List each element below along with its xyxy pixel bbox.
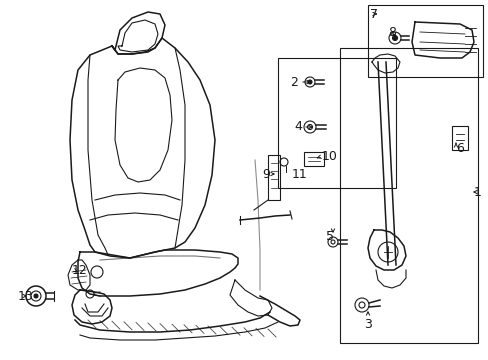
Text: 2: 2	[289, 76, 297, 89]
Bar	[367, 5, 482, 77]
Text: 6: 6	[455, 141, 463, 154]
Bar	[451, 126, 467, 150]
Circle shape	[307, 80, 311, 84]
Text: 3: 3	[364, 318, 371, 331]
Circle shape	[34, 294, 38, 298]
Text: 12: 12	[72, 264, 87, 276]
Text: 9: 9	[262, 167, 269, 180]
Text: 5: 5	[325, 230, 333, 243]
Text: 13: 13	[18, 289, 34, 302]
Bar	[278, 58, 395, 188]
Text: 10: 10	[321, 150, 337, 163]
Text: 11: 11	[291, 167, 307, 180]
Circle shape	[392, 36, 397, 40]
Text: 8: 8	[387, 26, 395, 39]
Text: 1: 1	[473, 185, 481, 198]
Text: 7: 7	[369, 8, 377, 21]
Text: 4: 4	[293, 121, 302, 134]
Bar	[339, 48, 477, 343]
Bar	[267, 155, 280, 200]
Bar	[304, 152, 324, 166]
